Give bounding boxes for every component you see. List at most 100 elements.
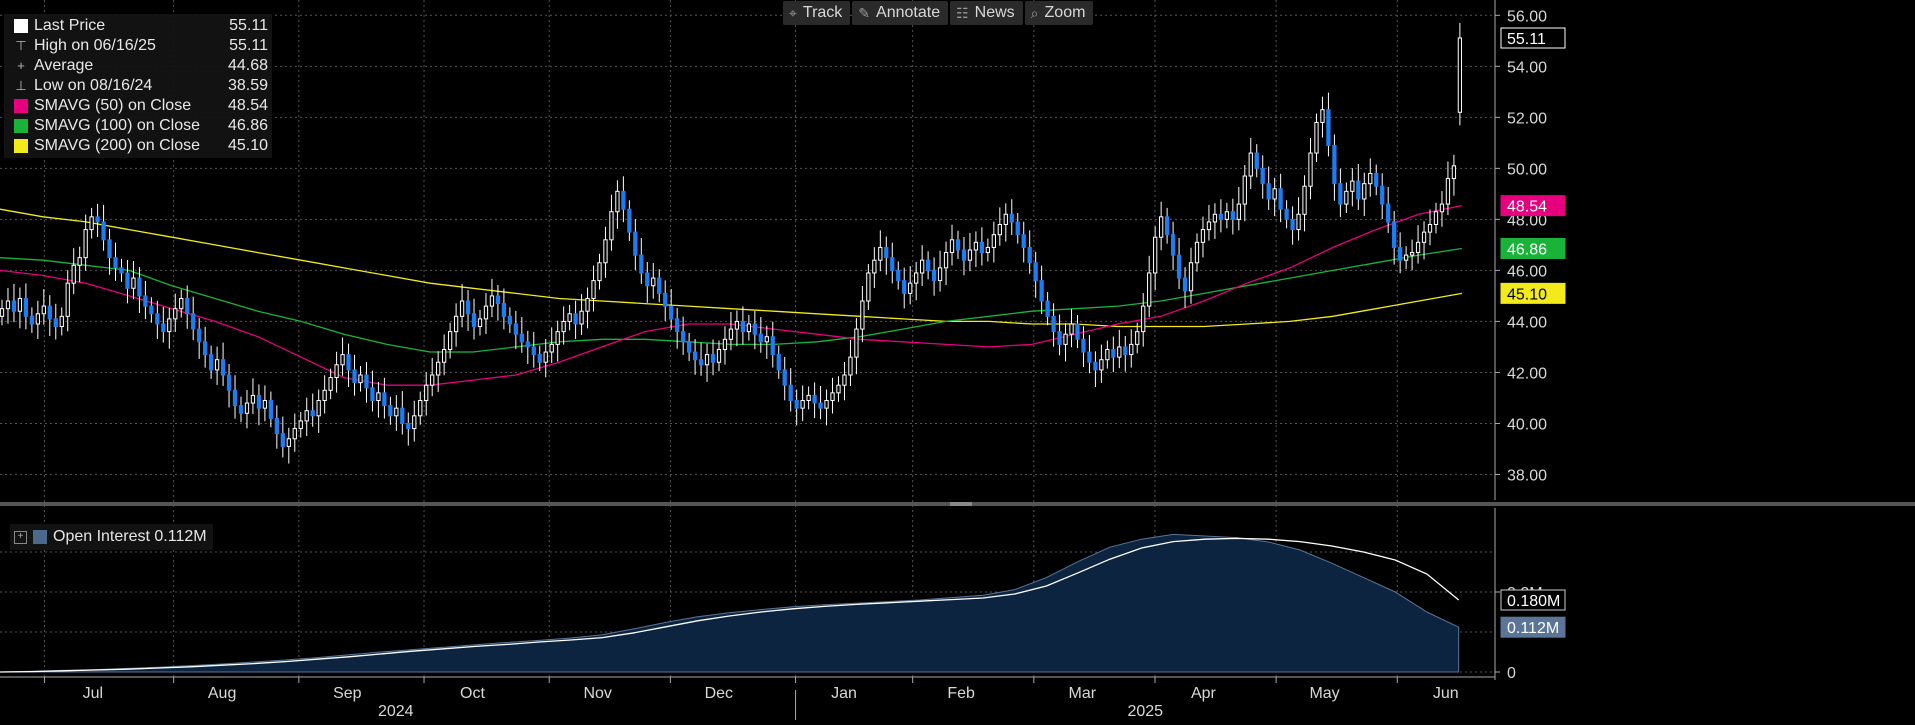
oi-last-label-box	[1500, 616, 1566, 638]
candle-body	[884, 246, 889, 259]
legend-row[interactable]: SMAVG (50) on Close 48.54	[8, 96, 268, 116]
open-interest-legend[interactable]: + Open Interest 0.112M	[10, 524, 213, 550]
candle-body	[1374, 172, 1379, 187]
candle-body	[794, 400, 799, 409]
candle-body	[47, 305, 52, 320]
candle-body	[812, 394, 817, 404]
open-interest-area	[0, 533, 1460, 673]
candle-body	[1111, 348, 1116, 358]
candle-body	[59, 315, 64, 328]
price-last-label: 55.11	[1507, 31, 1546, 48]
candle-body	[459, 300, 465, 317]
month-tick-label: Oct	[460, 685, 485, 702]
candle-body	[1051, 315, 1056, 333]
candle-body	[495, 295, 501, 305]
legend-row[interactable]: + Average 44.68	[8, 56, 268, 76]
candle-body	[358, 374, 363, 384]
oi-last-label: 0.180M	[1507, 593, 1560, 610]
candle-body	[304, 410, 309, 422]
candle-body	[346, 354, 351, 371]
legend-row[interactable]: SMAVG (100) on Close 46.86	[8, 116, 268, 136]
candle-body	[101, 221, 106, 241]
legend-value: 44.68	[227, 57, 268, 74]
candle-body	[424, 384, 429, 402]
candle-body	[23, 297, 29, 317]
candle-body	[214, 359, 220, 371]
candle-body	[1344, 190, 1349, 205]
legend-row[interactable]: ⊤ High on 06/16/25 55.11	[8, 36, 268, 56]
candle-body	[1212, 213, 1218, 223]
candle-body	[442, 348, 447, 363]
candle-body	[842, 374, 847, 386]
candle-body	[334, 364, 339, 379]
candle-body	[71, 264, 76, 284]
legend-value: 55.11	[229, 37, 268, 54]
year-label: 2025	[1127, 703, 1163, 720]
candle-body	[310, 410, 315, 417]
track-button[interactable]: ⌖ Track	[783, 1, 851, 25]
candle-body	[1182, 277, 1188, 292]
news-icon: ☷	[956, 4, 969, 21]
candle-body	[203, 341, 208, 356]
candle-body	[931, 269, 937, 282]
candle-body	[286, 438, 291, 447]
candle-body	[519, 333, 524, 343]
candle-body	[1439, 203, 1445, 213]
candle-body	[860, 300, 865, 330]
candle-body	[208, 354, 214, 371]
candle-body	[1147, 272, 1152, 307]
legend-swatch	[14, 19, 28, 33]
news-button[interactable]: ☷ News	[950, 1, 1023, 25]
expand-icon[interactable]: +	[14, 530, 27, 544]
candle-body	[328, 377, 333, 391]
candle-body	[651, 277, 656, 287]
candle-body	[220, 359, 226, 376]
track-label: Track	[802, 4, 843, 21]
candle-body	[1296, 213, 1301, 231]
annotate-button[interactable]: ✎ Annotate	[852, 1, 949, 25]
candle-body	[161, 323, 166, 333]
candle-body	[226, 374, 232, 391]
candle-body	[722, 338, 728, 350]
candle-body	[830, 392, 835, 402]
candle-body	[400, 407, 405, 424]
candle-body	[902, 280, 907, 294]
candle-body	[567, 313, 572, 322]
candle-body	[1350, 180, 1355, 192]
price-last-label: 48.54	[1507, 199, 1547, 216]
candle-body	[973, 241, 979, 251]
candle-body	[1433, 211, 1439, 225]
candle-body	[776, 354, 781, 371]
price-legend[interactable]: Last Price 55.11 ⊤ High on 06/16/25 55.11 + Av…	[4, 14, 272, 158]
candle-body	[1033, 262, 1038, 282]
zoom-button[interactable]: ⌕ Zoom	[1024, 1, 1094, 25]
candle-body	[370, 387, 375, 402]
legend-value: 38.59	[227, 77, 268, 94]
legend-row[interactable]: SMAVG (200) on Close 45.10	[8, 136, 268, 156]
candle-body	[1218, 213, 1224, 220]
candle-body	[298, 420, 303, 430]
legend-label: Last Price	[34, 17, 106, 34]
candle-body	[1266, 183, 1271, 200]
pencil-icon: ✎	[858, 4, 871, 21]
candle-body	[645, 272, 650, 287]
candle-body	[1284, 208, 1289, 220]
price-tick-label: 48.00	[1507, 212, 1547, 229]
legend-row[interactable]: ⊥ Low on 08/16/24 38.59	[8, 76, 268, 96]
legend-label: SMAVG (50) on Close	[34, 97, 192, 114]
candle-body	[453, 315, 459, 333]
candle-body	[507, 315, 513, 325]
candle-body	[471, 313, 477, 328]
legend-row[interactable]: Last Price 55.11	[8, 16, 268, 36]
candle-body	[896, 269, 901, 282]
annotate-label: Annotate	[876, 4, 941, 21]
candle-body	[824, 400, 829, 409]
candle-body	[609, 211, 614, 241]
candle-body	[1302, 185, 1307, 215]
price-last-label-box	[1500, 27, 1566, 49]
candle-body	[316, 400, 321, 417]
candle-body	[890, 257, 895, 271]
candle-body	[919, 259, 925, 274]
price-last-label: 45.10	[1507, 286, 1547, 303]
